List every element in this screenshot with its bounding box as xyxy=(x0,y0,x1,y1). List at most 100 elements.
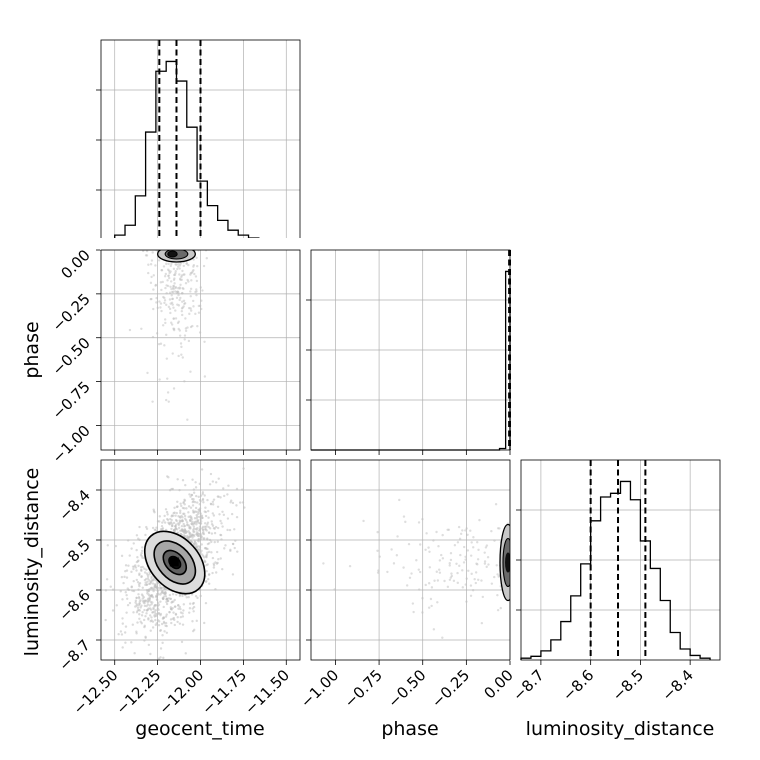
scatter-point xyxy=(181,519,184,522)
scatter-point xyxy=(171,606,174,610)
scatter-point xyxy=(176,478,179,481)
scatter-point xyxy=(430,586,434,589)
scatter-point xyxy=(163,275,167,278)
scatter-point xyxy=(193,517,197,520)
scatter-point xyxy=(464,583,467,586)
scatter-point xyxy=(136,581,140,584)
scatter-point xyxy=(198,588,202,592)
scatter-point xyxy=(160,622,164,626)
scatter-point xyxy=(165,631,169,634)
scatter-point xyxy=(179,511,182,515)
scatter-point xyxy=(150,616,153,619)
scatter-point xyxy=(207,509,210,513)
scatter-point xyxy=(190,493,194,497)
scatter-point xyxy=(481,595,485,599)
scatter-point xyxy=(164,528,168,532)
scatter-point xyxy=(206,498,209,502)
scatter-point xyxy=(147,263,150,266)
scatter-point xyxy=(476,540,479,544)
scatter-point xyxy=(157,624,161,627)
scatter-point xyxy=(193,628,196,632)
scatter-point xyxy=(164,508,168,511)
scatter-point xyxy=(430,604,433,608)
scatter-point xyxy=(126,539,130,542)
scatter-point xyxy=(417,568,420,571)
scatter-point xyxy=(207,516,210,519)
scatter-point xyxy=(151,578,154,582)
scatter-point xyxy=(204,527,207,531)
scatter-point xyxy=(174,524,177,528)
scatter-point xyxy=(219,496,222,499)
scatter-point xyxy=(192,522,195,525)
scatter-point xyxy=(159,593,162,596)
scatter-point xyxy=(218,513,221,516)
scatter-point xyxy=(168,276,171,280)
scatter-point xyxy=(183,273,186,276)
scatter-point xyxy=(415,559,418,562)
scatter-point xyxy=(189,309,193,312)
scatter-point xyxy=(197,495,200,499)
scatter-point xyxy=(194,542,198,545)
scatter-point xyxy=(208,542,211,545)
scatter-point xyxy=(132,567,135,571)
scatter-point xyxy=(167,262,170,266)
scatter-point xyxy=(190,540,193,544)
scatter-point xyxy=(195,523,198,526)
scatter-point xyxy=(214,571,218,574)
scatter-point xyxy=(156,306,159,310)
scatter-point xyxy=(179,342,183,345)
scatter-point xyxy=(194,290,197,294)
scatter-point xyxy=(165,398,168,402)
scatter-point xyxy=(158,584,162,587)
histogram-luminosity_distance xyxy=(520,480,711,660)
scatter-point xyxy=(178,264,182,267)
scatter-point xyxy=(144,635,147,639)
scatter-point xyxy=(181,478,185,482)
scatter-point xyxy=(187,263,190,267)
scatter-point xyxy=(131,589,134,592)
scatter-point xyxy=(163,299,167,302)
scatter-point xyxy=(494,502,498,506)
scatter-point xyxy=(121,646,124,649)
scatter-point xyxy=(151,400,154,403)
scatter-point xyxy=(164,621,168,625)
scatter-point xyxy=(152,508,155,511)
scatter-point xyxy=(124,591,127,594)
scatter-point xyxy=(195,293,198,297)
scatter-point xyxy=(175,296,179,300)
scatter-point xyxy=(418,570,422,574)
scatter-point xyxy=(109,585,112,588)
scatter-point xyxy=(178,298,181,302)
scatter-point xyxy=(480,579,483,582)
scatter-point xyxy=(465,577,468,580)
scatter-point xyxy=(456,541,460,544)
scatter-point xyxy=(160,524,164,528)
scatter-point xyxy=(172,327,175,330)
scatter-point xyxy=(148,614,152,617)
scatter-point xyxy=(177,293,180,297)
scatter-point xyxy=(141,556,144,560)
scatter-point xyxy=(145,608,149,612)
scatter-point xyxy=(125,593,128,597)
scatter-point xyxy=(151,526,155,530)
scatter-point xyxy=(208,527,212,530)
scatter-point xyxy=(191,478,194,481)
scatter-point xyxy=(194,275,198,278)
scatter-point xyxy=(216,526,220,530)
scatter-point xyxy=(432,628,436,631)
scatter-point xyxy=(163,514,166,518)
scatter-point xyxy=(214,525,218,529)
scatter-point xyxy=(149,586,153,590)
top-mask xyxy=(100,238,301,250)
scatter-point xyxy=(206,537,209,540)
scatter-point xyxy=(174,309,177,312)
scatter-point xyxy=(231,501,235,505)
scatter-point xyxy=(169,264,173,268)
scatter-point xyxy=(138,597,141,600)
scatter-point xyxy=(212,564,216,567)
scatter-point xyxy=(179,529,182,533)
scatter-point xyxy=(197,537,200,541)
scatter-point xyxy=(207,531,211,534)
scatter-point xyxy=(194,312,197,316)
scatter-point xyxy=(172,290,175,294)
